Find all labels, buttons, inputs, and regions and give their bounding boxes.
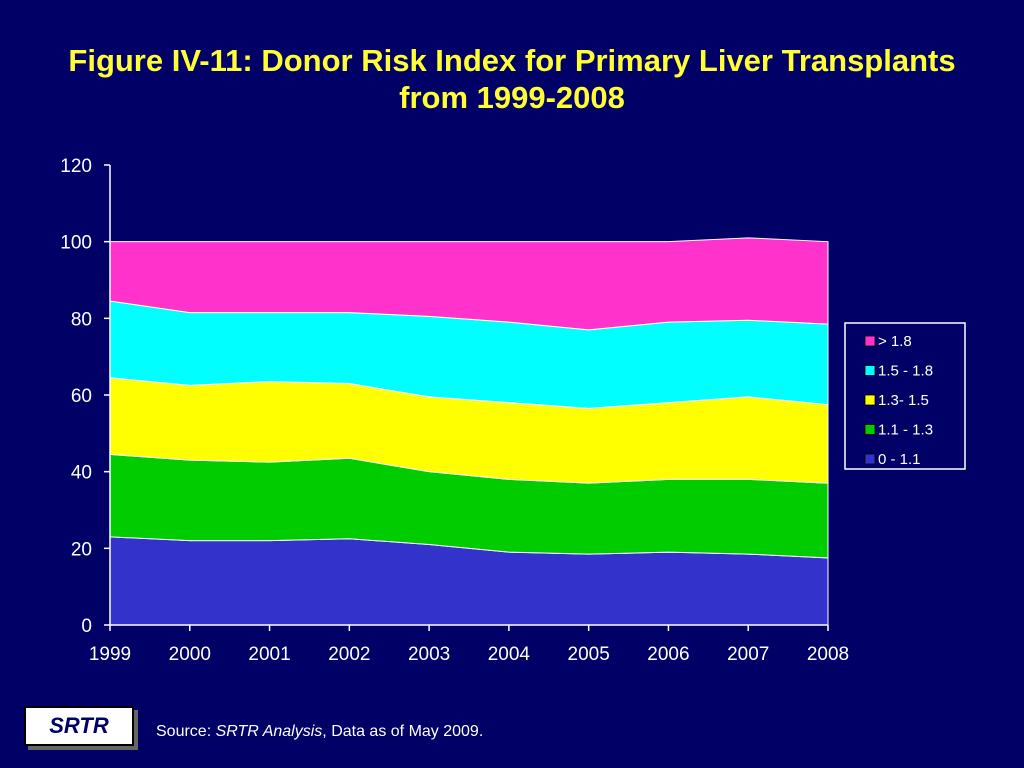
y-tick-label-5: 100 (60, 233, 92, 254)
y-tick-label-1: 20 (71, 539, 92, 560)
x-tick-label-2: 2001 (248, 644, 290, 665)
source-note: Source: SRTR Analysis, Data as of May 20… (156, 723, 483, 741)
legend-label-1: 1.1 - 1.3 (878, 422, 933, 439)
x-tick-label-8: 2007 (727, 644, 769, 665)
x-tick-label-3: 2002 (328, 644, 370, 665)
legend-label-0: 0 - 1.1 (878, 451, 921, 468)
legend-swatch-2 (864, 394, 876, 406)
legend-label-2: 1.3- 1.5 (878, 392, 929, 409)
legend-swatch-3 (864, 365, 876, 376)
legend-label-4: > 1.8 (878, 333, 912, 350)
source-suffix: , Data as of May 2009. (322, 723, 484, 740)
x-tick-label-1: 2000 (169, 644, 211, 665)
x-tick-label-6: 2005 (568, 644, 610, 665)
y-tick-label-0: 0 (81, 616, 92, 637)
chart-title: Figure IV-11: Donor Risk Index for Prima… (0, 42, 1024, 116)
x-tick-label-0: 1999 (89, 644, 131, 665)
y-tick-label-4: 80 (71, 309, 92, 330)
srtr-logo: SRTR (24, 706, 134, 746)
legend-swatch-1 (864, 424, 876, 435)
area-series-4 (109, 237, 829, 331)
x-tick-label-9: 2008 (807, 644, 849, 665)
source-italic: SRTR Analysis (215, 723, 323, 740)
x-tick-label-4: 2003 (408, 644, 450, 665)
x-tick-label-5: 2004 (488, 644, 531, 665)
y-tick-label-2: 40 (71, 463, 92, 484)
x-tick-label-7: 2006 (647, 644, 689, 665)
y-tick-label-3: 60 (71, 386, 92, 407)
legend-swatch-4 (864, 335, 876, 347)
title-line-2: from 1999-2008 (399, 80, 625, 115)
y-tick-label-6: 120 (60, 156, 92, 177)
legend-swatch-0 (864, 453, 876, 465)
source-prefix: Source: (156, 723, 216, 740)
legend-label-3: 1.5 - 1.8 (878, 363, 933, 380)
title-line-1: Figure IV-11: Donor Risk Index for Prima… (68, 43, 956, 78)
